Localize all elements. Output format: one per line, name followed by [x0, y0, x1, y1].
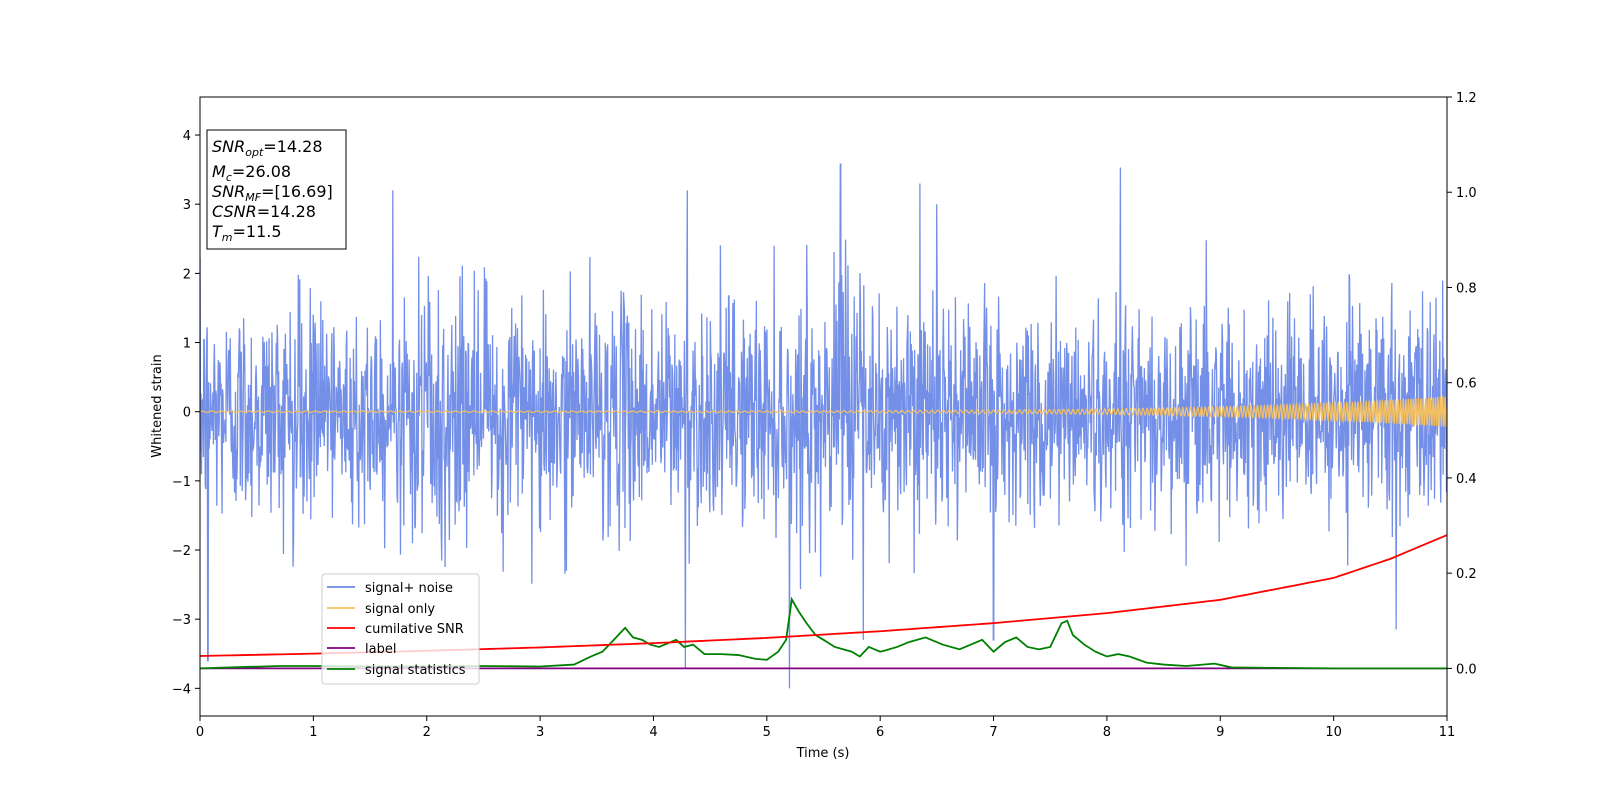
annotation-symbol: T — [212, 222, 223, 241]
annotation-value: =14.28 — [263, 137, 322, 156]
y-left-tick-label: 0 — [183, 406, 191, 421]
y-axis-label: Whitened strain — [150, 354, 165, 457]
x-tick-label: 8 — [1103, 725, 1111, 740]
annotation-value: =26.08 — [232, 162, 291, 181]
y-right-tick-label: 0.6 — [1456, 377, 1477, 392]
y-left-tick-label: −1 — [172, 475, 191, 490]
y-left-tick-label: 4 — [183, 129, 191, 144]
stats-annotation-box: SNRopt=14.28Mc=26.08SNRMF=[16.69]CSNR=14… — [206, 129, 347, 250]
annotation-subscript: opt — [245, 146, 264, 159]
legend: signal+ noise signal only cumilative SNR la… — [321, 573, 480, 685]
annotation-line: Mc=26.08 — [212, 162, 291, 184]
y-left-tick-label: −4 — [172, 682, 191, 697]
legend-label: signal only — [365, 602, 435, 617]
x-tick-label: 5 — [763, 725, 771, 740]
annotation-value: =14.28 — [257, 202, 316, 221]
axes-frame — [199, 96, 1448, 717]
legend-label: signal+ noise — [365, 581, 453, 596]
x-tick-label: 9 — [1216, 725, 1224, 740]
x-tick-label: 0 — [196, 725, 204, 740]
legend-label: cumilative SNR — [365, 622, 464, 637]
y-left-tick-label: 1 — [183, 337, 191, 352]
annotation-line: Tm=11.5 — [212, 222, 282, 244]
annotation-subscript: MF — [245, 191, 261, 204]
x-tick-label: 4 — [649, 725, 657, 740]
x-tick-label: 2 — [423, 725, 431, 740]
annotation-subscript: m — [222, 231, 233, 244]
annotation-line: SNRMF=[16.69] — [212, 182, 333, 204]
y-left-tick-label: 3 — [183, 198, 191, 213]
y-right-tick-label: 1.2 — [1456, 91, 1477, 106]
annotation-line: CSNR=14.28 — [212, 202, 316, 221]
legend-label: signal statistics — [365, 663, 466, 678]
annotation-symbol: M — [212, 162, 226, 181]
y-right-tick-label: 0.8 — [1456, 281, 1477, 296]
legend-frame — [321, 573, 480, 685]
y-axis-left-ticks: −4 −3 −2 −1 0 1 2 3 4 — [172, 129, 200, 697]
y-right-tick-label: 0.2 — [1456, 567, 1477, 582]
legend-label: label — [365, 642, 396, 657]
series-signal-statistics-line — [200, 596, 1447, 670]
y-left-tick-label: −3 — [172, 613, 191, 628]
annotation-value: =11.5 — [233, 222, 282, 241]
annotation-value: =[16.69] — [261, 182, 333, 201]
x-tick-label: 11 — [1439, 725, 1456, 740]
x-tick-label: 6 — [876, 725, 884, 740]
y-left-tick-label: 2 — [183, 267, 191, 282]
annotation-frame — [206, 129, 347, 250]
x-axis-ticks: 0 1 2 3 4 5 6 7 8 9 10 11 — [196, 716, 1455, 740]
annotation-symbol: CSNR — [212, 202, 257, 221]
annotation-line: SNRopt=14.28 — [212, 137, 323, 159]
x-tick-label: 3 — [536, 725, 544, 740]
y-right-tick-label: 0.4 — [1456, 472, 1477, 487]
annotation-symbol: SNR — [212, 137, 245, 156]
x-tick-label: 1 — [309, 725, 317, 740]
y-right-tick-label: 1.0 — [1456, 186, 1477, 201]
y-left-tick-label: −2 — [172, 544, 191, 559]
series-signal-only-line — [200, 395, 1447, 428]
y-right-tick-label: 0.0 — [1456, 662, 1477, 677]
annotation-subscript: c — [226, 171, 232, 184]
x-tick-label: 7 — [989, 725, 997, 740]
annotation-symbol: SNR — [212, 182, 245, 201]
x-axis-label: Time (s) — [796, 746, 850, 761]
y-axis-right-ticks: 0.0 0.2 0.4 0.6 0.8 1.0 1.2 — [1447, 91, 1477, 677]
x-tick-label: 10 — [1325, 725, 1342, 740]
